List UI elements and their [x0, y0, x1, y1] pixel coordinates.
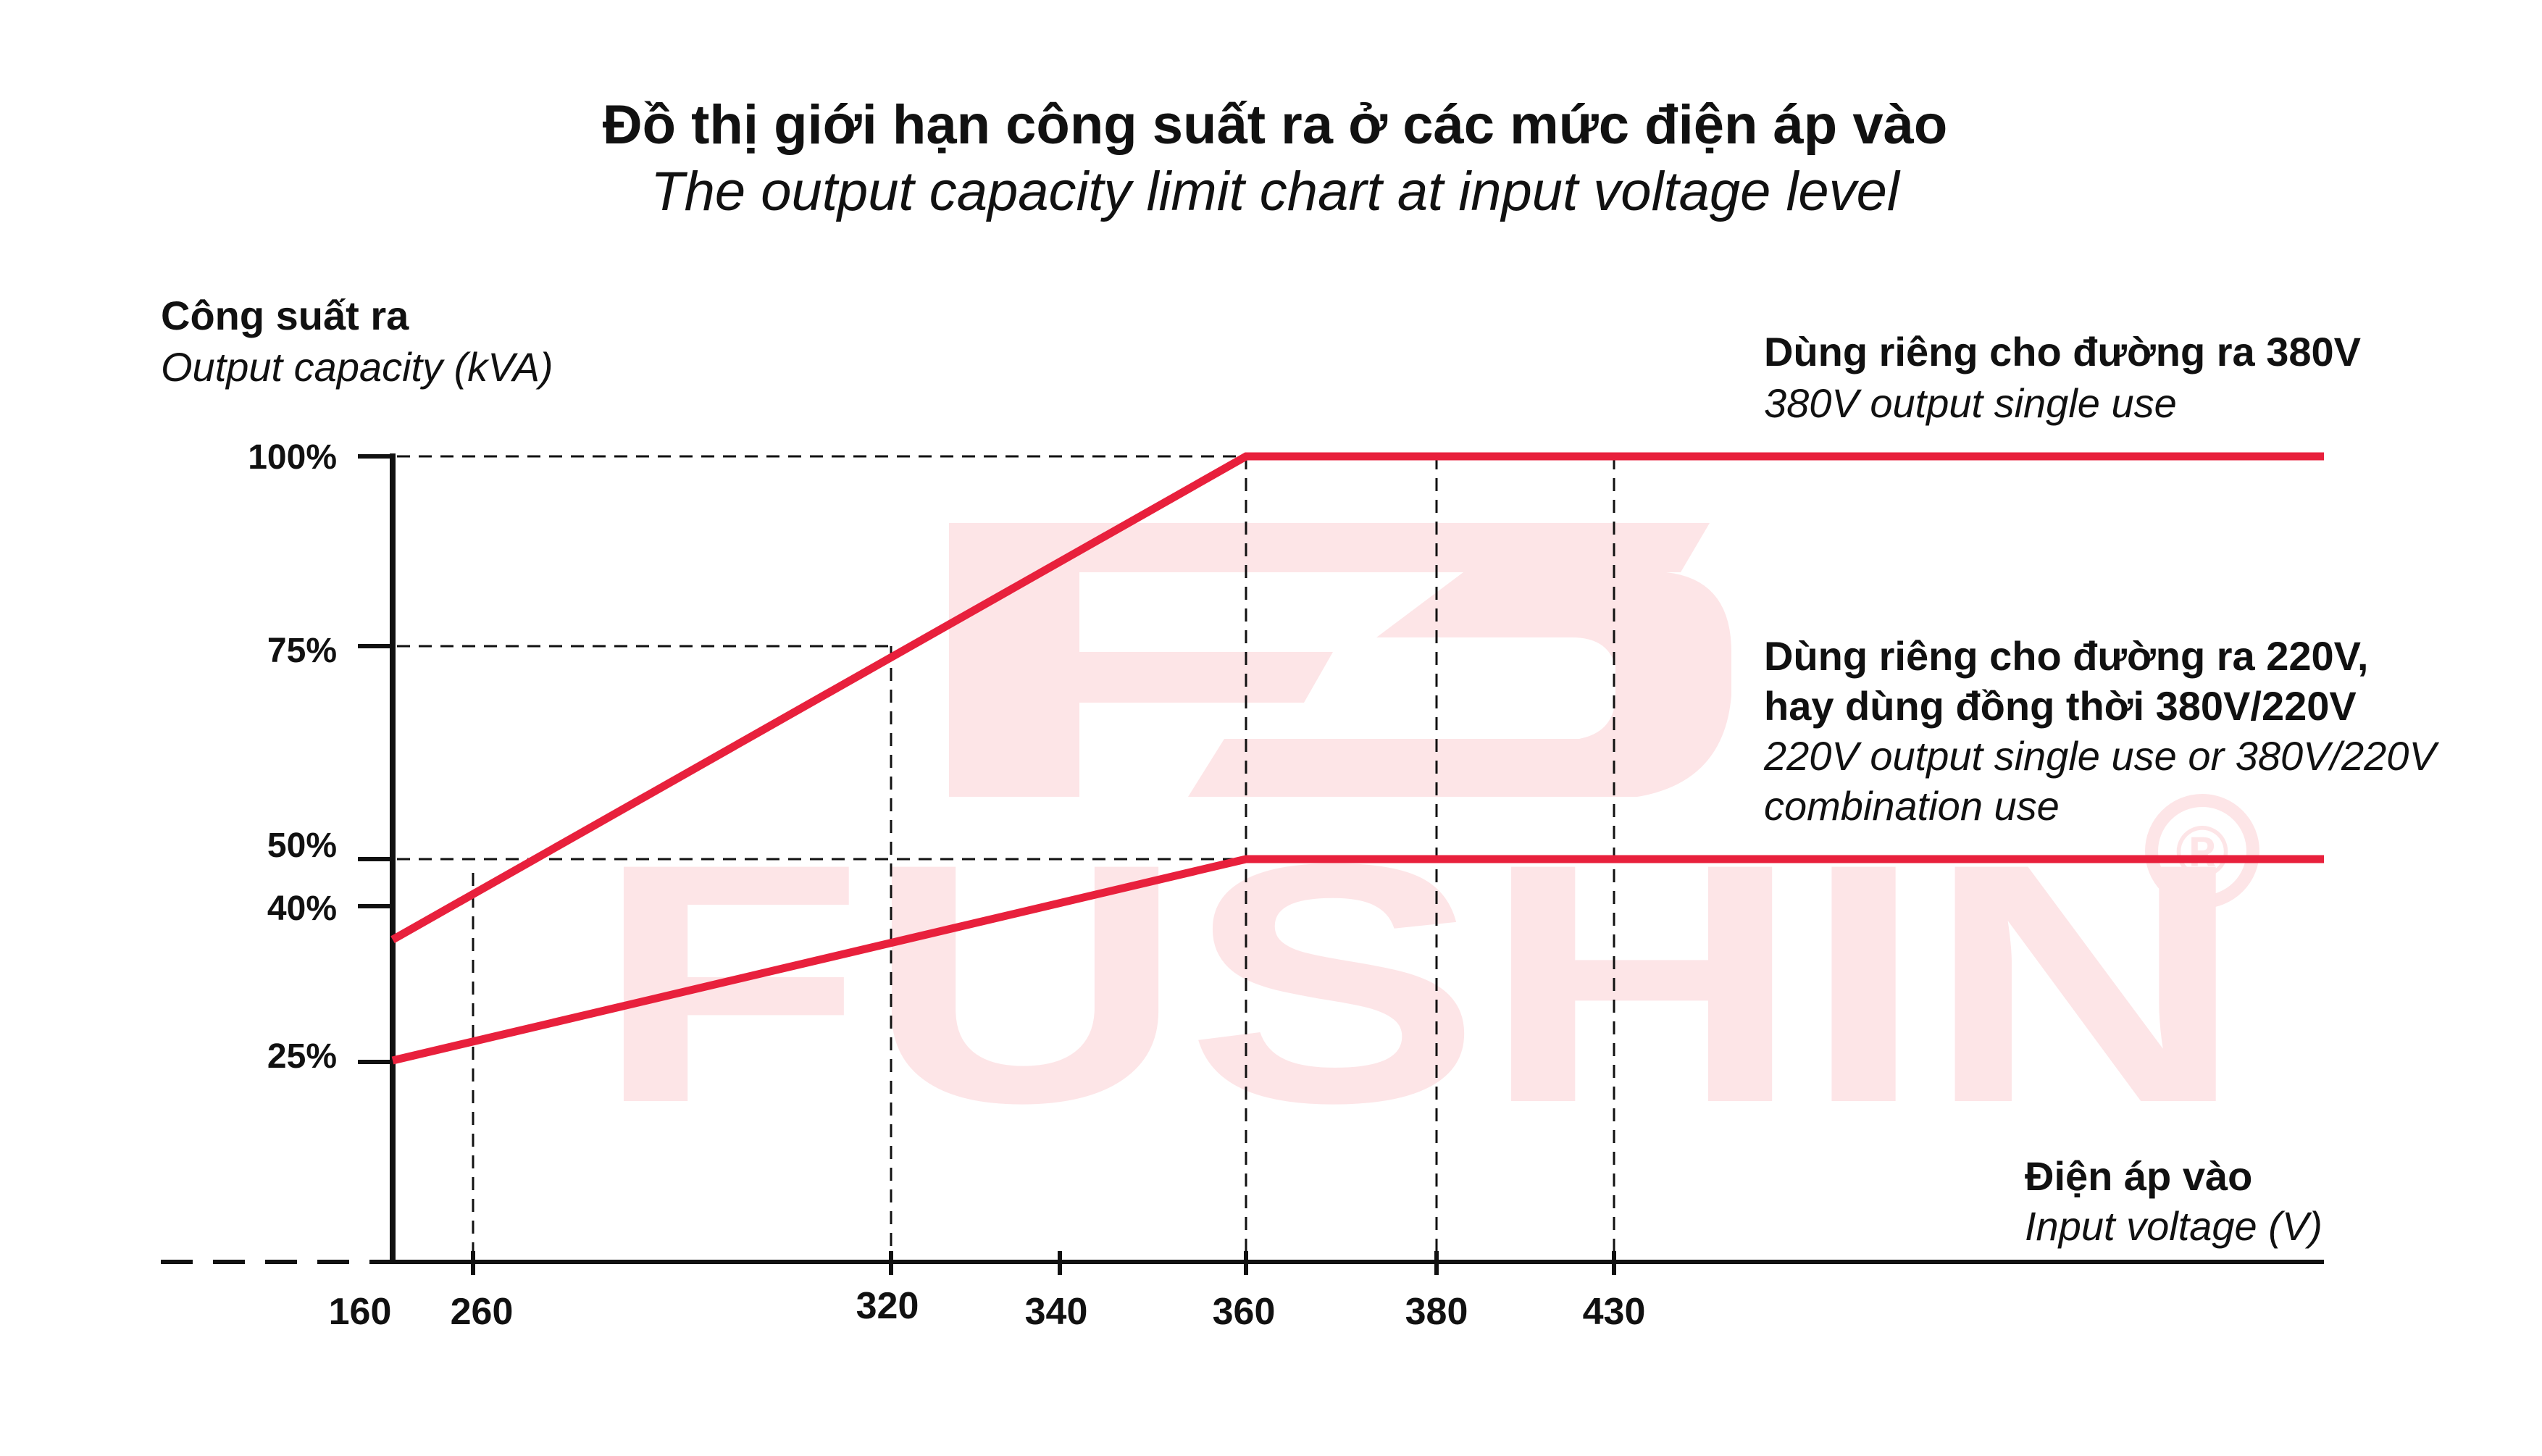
series-220v-line: [391, 855, 2324, 1065]
x-axis-label-en: Input voltage (V): [2025, 1203, 2322, 1249]
chart-title: Đồ thị giới hạn công suất ra ở các mức đ…: [603, 94, 1948, 156]
x-tick-label-160: 160: [329, 1291, 392, 1333]
y-tick-label-50: 50%: [267, 827, 337, 865]
y-tick-label-100: 100%: [248, 438, 337, 477]
series-220v-label-line1: Dùng riêng cho đường ra 220V,: [1764, 633, 2368, 679]
series-220v-label-en-line1: 220V output single use or 380V/220V: [1763, 733, 2439, 779]
x-tick-label-260: 260: [451, 1291, 514, 1333]
fushin-logo-watermark: ® FUSHIN: [594, 523, 2259, 1173]
x-tick-label-340: 340: [1025, 1291, 1088, 1333]
series-layer: [390, 452, 2324, 1065]
watermark-text: FUSHIN: [594, 793, 2246, 1173]
y-tick-label-40: 40%: [267, 890, 337, 928]
series-380v-label-en: 380V output single use: [1764, 380, 2177, 426]
y-tick-label-75: 75%: [267, 632, 337, 670]
x-tick-label-430: 430: [1583, 1291, 1646, 1333]
series-380v-line: [390, 452, 2324, 943]
x-tick-marks: [471, 1251, 1616, 1275]
series-220v-label-line2: hay dùng đồng thời 380V/220V: [1764, 683, 2357, 729]
x-tick-label-320: 320: [856, 1285, 919, 1327]
y-axis-label-en: Output capacity (kVA): [161, 344, 553, 390]
y-tick-labels: 100% 75% 50% 40% 25%: [248, 438, 337, 1076]
x-axis-label: Điện áp vào: [2025, 1153, 2252, 1199]
series-380v-label: Dùng riêng cho đường ra 380V: [1764, 329, 2361, 375]
y-axis-label: Công suất ra: [161, 293, 409, 338]
y-tick-marks: [358, 454, 396, 1064]
x-tick-label-360: 360: [1213, 1291, 1276, 1333]
series-220v-label-en-line2: combination use: [1764, 783, 2060, 829]
watermark-registered-mark: ®: [2175, 811, 2229, 892]
y-tick-label-25: 25%: [267, 1037, 337, 1076]
x-tick-labels: 160 260 320 340 360 380 430: [329, 1285, 1646, 1333]
chart-subtitle: The output capacity limit chart at input…: [651, 161, 1901, 222]
x-tick-label-380: 380: [1405, 1291, 1468, 1333]
